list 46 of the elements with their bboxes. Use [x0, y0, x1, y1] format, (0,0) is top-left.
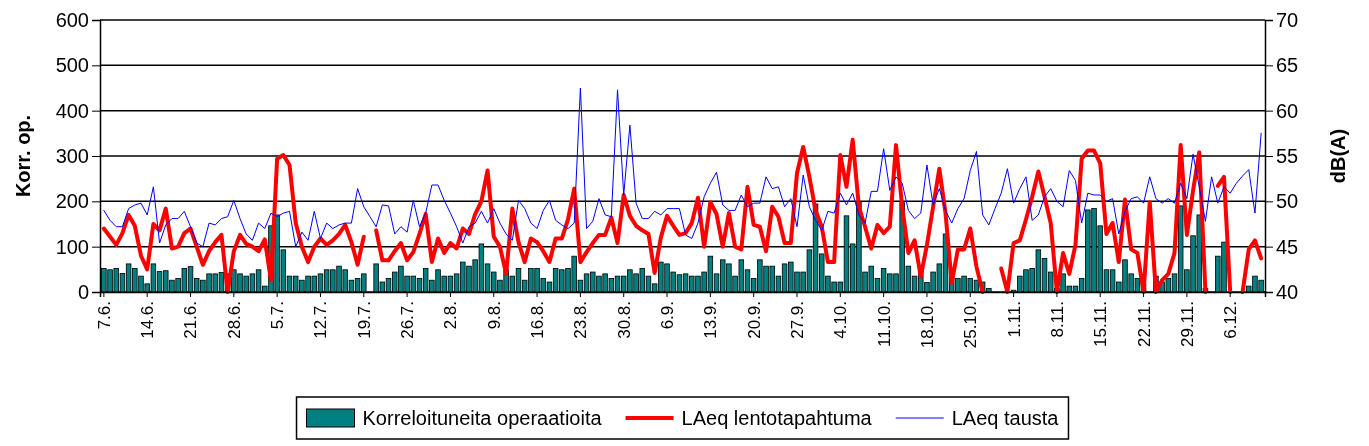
y2-axis-title: dB(A)	[1327, 128, 1349, 184]
x-tick-label: 19.7.	[354, 301, 374, 339]
x-tick-label: 20.9.	[744, 301, 764, 339]
x-tick-label: 29.11.	[1177, 301, 1197, 348]
x-tick-label: 8.11.	[1047, 301, 1067, 338]
x-tick-label: 5.7.	[268, 301, 288, 330]
y-tick-label: 0	[77, 280, 89, 303]
x-tick-label: 7.6.	[94, 301, 114, 330]
x-tick-label: 6.12.	[1221, 301, 1241, 339]
x-tick-label: 26.7.	[398, 301, 418, 339]
x-tick-label: 9.8.	[484, 301, 504, 330]
x-tick-label: 23.8.	[571, 301, 591, 339]
y2-tick-label: 55	[1276, 144, 1299, 167]
x-tick-label: 4.10.	[831, 301, 851, 339]
legend-label: LAeq tausta	[951, 407, 1060, 429]
y-tick-label: 600	[55, 8, 89, 31]
y-tick-label: 200	[55, 190, 89, 213]
x-tick-label: 25.10.	[961, 301, 981, 349]
x-tick-label: 18.10.	[917, 301, 937, 349]
y2-tick-label: 50	[1276, 190, 1299, 213]
y2-tick-label: 60	[1276, 99, 1299, 122]
x-tick-label: 6.9.	[657, 301, 677, 330]
x-tick-label: 2.8.	[441, 301, 461, 330]
y-tick-label: 300	[55, 144, 89, 167]
legend-label: LAeq lentotapahtuma	[681, 407, 873, 429]
x-tick-label: 12.7.	[311, 301, 331, 339]
y2-tick-label: 70	[1276, 8, 1299, 31]
y-tick-label: 400	[55, 99, 89, 122]
x-tick-label: 14.6.	[138, 301, 158, 339]
x-tick-label: 11.10.	[874, 301, 894, 348]
x-tick-label: 30.8.	[614, 301, 634, 339]
y2-tick-label: 40	[1276, 280, 1299, 303]
y2-tick-label: 45	[1276, 235, 1299, 258]
x-tick-label: 28.6.	[224, 301, 244, 339]
legend-label: Korreloituneita operaatioita	[362, 407, 603, 429]
x-tick-label: 27.9.	[787, 301, 807, 339]
x-tick-label: 15.11.	[1091, 301, 1111, 348]
x-tick-label: 16.8.	[528, 301, 548, 339]
y2-tick-label: 65	[1276, 54, 1299, 77]
x-tick-label: 21.6.	[181, 301, 201, 339]
x-tick-label: 13.9.	[701, 301, 721, 339]
x-tick-label: 1.11.	[1004, 301, 1024, 338]
x-tick-label: 22.11.	[1134, 301, 1154, 348]
y-tick-label: 100	[55, 235, 89, 258]
y-axis-title: Korr. op.	[12, 114, 34, 198]
y-tick-label: 500	[55, 54, 89, 77]
